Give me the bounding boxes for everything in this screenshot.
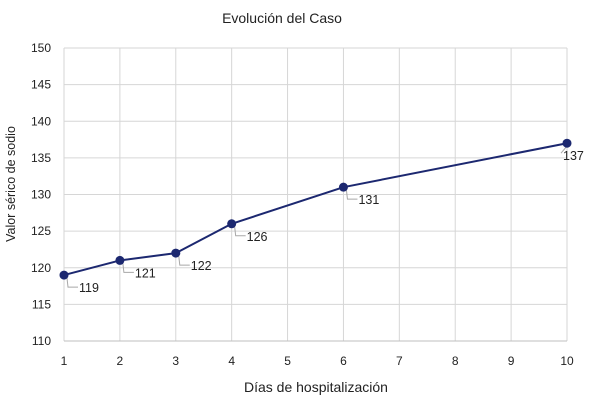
- data-label-leader: [560, 146, 567, 154]
- x-tick-label: 7: [396, 354, 403, 368]
- y-axis: 110 115 120 125 130 135 140 145 150: [31, 41, 51, 348]
- series-line-group: [59, 138, 572, 280]
- y-tick-label: 125: [31, 224, 51, 238]
- series-line: [63, 142, 568, 277]
- data-label: 119: [79, 281, 99, 295]
- y-tick-label: 120: [31, 261, 51, 275]
- data-point: [171, 248, 181, 258]
- data-label-leader: [122, 263, 134, 273]
- data-point: [227, 219, 237, 229]
- x-axis: 1 2 3 4 5 6 7 8 9 10: [61, 340, 574, 368]
- data-label: 126: [247, 230, 268, 244]
- x-tick-label: 5: [284, 354, 291, 368]
- data-point: [115, 255, 125, 265]
- y-tick-label: 145: [31, 78, 51, 92]
- x-tick-label: 4: [228, 354, 235, 368]
- data-label: 137: [563, 149, 584, 163]
- data-labels: 119 121 122 126 131 137: [79, 149, 584, 295]
- x-axis-title: Días de hospitalización: [244, 379, 388, 395]
- data-label-leaders: [66, 146, 567, 288]
- y-tick-label: 140: [31, 114, 51, 128]
- y-tick-label: 135: [31, 151, 51, 165]
- data-point: [59, 270, 69, 280]
- y-tick-label: 110: [32, 334, 51, 348]
- x-tick-label: 3: [172, 354, 179, 368]
- data-label: 121: [135, 266, 156, 280]
- data-label-leader: [66, 278, 78, 288]
- data-label-leader: [345, 190, 358, 200]
- grid-lines: [63, 47, 568, 342]
- y-tick-label: 130: [31, 188, 51, 202]
- x-tick-label: 2: [117, 354, 124, 368]
- x-tick-label: 10: [560, 354, 574, 368]
- data-label: 131: [358, 193, 379, 207]
- x-tick-label: 8: [452, 354, 459, 368]
- x-tick-label: 9: [508, 354, 515, 368]
- y-tick-label: 115: [32, 297, 51, 311]
- x-tick-label: 6: [340, 354, 347, 368]
- data-label: 122: [191, 259, 212, 273]
- x-tick-label: 1: [61, 354, 68, 368]
- y-tick-label: 150: [31, 41, 51, 55]
- data-point: [338, 182, 348, 192]
- y-axis-title: Valor sérico de sodio: [4, 126, 18, 242]
- data-label-leader: [234, 226, 246, 237]
- data-label-leader: [178, 256, 190, 266]
- data-point: [562, 138, 572, 148]
- chart-title: Evolución del Caso: [222, 10, 342, 26]
